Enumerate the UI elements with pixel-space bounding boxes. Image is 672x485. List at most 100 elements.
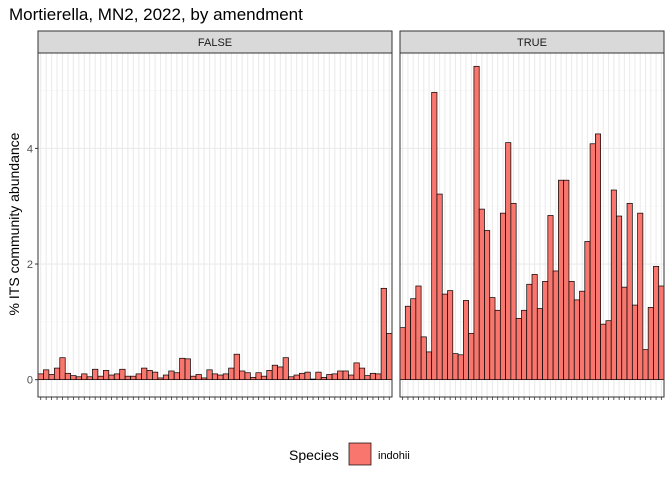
bar	[473, 65, 480, 381]
bar	[48, 374, 55, 381]
bar	[293, 374, 300, 381]
bar	[266, 370, 273, 381]
panel-true: TRUE	[399, 30, 665, 400]
bar	[146, 370, 153, 381]
bar	[64, 372, 72, 381]
panel-false: FALSE	[37, 30, 393, 400]
bar	[499, 212, 506, 381]
bar	[463, 300, 469, 381]
legend-key-indohii	[348, 442, 372, 466]
bar	[426, 351, 433, 381]
bar	[616, 215, 623, 381]
bar	[201, 377, 208, 381]
bar	[184, 358, 191, 381]
bar	[468, 333, 475, 381]
bar	[542, 281, 549, 381]
bar	[579, 290, 586, 381]
bar	[637, 212, 644, 381]
y-tick-label: 4	[27, 143, 33, 155]
bar	[315, 371, 322, 381]
bar	[489, 297, 496, 381]
bar	[326, 374, 333, 381]
chart-title: Mortierella, MN2, 2022, by amendment	[9, 5, 303, 24]
bar	[130, 375, 137, 381]
facet-strip	[399, 30, 665, 54]
legend-label-indohii: indohii	[378, 450, 410, 462]
bar	[173, 372, 180, 381]
bar	[375, 373, 382, 381]
y-tick-label: 0	[27, 375, 33, 387]
bar	[631, 304, 638, 381]
bar	[386, 333, 393, 381]
bar	[141, 367, 148, 381]
bar	[97, 375, 104, 381]
bar	[658, 285, 665, 381]
bar	[250, 376, 257, 381]
bar	[70, 375, 77, 381]
bar	[563, 179, 570, 381]
bar	[331, 373, 338, 381]
bar	[124, 375, 131, 381]
bar	[478, 208, 485, 381]
bar	[86, 376, 93, 381]
bar	[135, 373, 142, 381]
bar	[358, 367, 366, 381]
bar	[647, 307, 654, 381]
bar	[277, 366, 284, 381]
bar	[515, 318, 522, 381]
bar	[75, 376, 82, 381]
bar	[600, 323, 607, 381]
bar	[626, 202, 633, 381]
bar	[304, 371, 311, 381]
bar	[119, 368, 126, 381]
bar	[103, 370, 110, 381]
bar	[420, 336, 427, 381]
bar	[431, 91, 438, 381]
bar	[404, 305, 411, 381]
bar	[568, 281, 575, 381]
bar	[399, 327, 406, 381]
bar	[653, 265, 660, 381]
y-axis-label: % ITS community abundance	[6, 132, 22, 315]
bar	[521, 309, 528, 381]
bar	[53, 367, 61, 381]
bar	[337, 370, 344, 381]
bar	[353, 362, 360, 381]
bar	[558, 179, 565, 381]
bar	[195, 374, 202, 381]
bar	[211, 373, 219, 381]
y-tick-label: 2	[27, 259, 33, 271]
bar	[288, 376, 295, 381]
facet-strip-label: TRUE	[517, 37, 547, 49]
bar	[526, 283, 533, 381]
bar	[168, 370, 175, 381]
bar	[573, 299, 580, 381]
bar	[309, 378, 317, 381]
bar	[621, 286, 628, 381]
bar	[43, 369, 50, 381]
bar	[152, 371, 159, 381]
bar	[108, 374, 115, 381]
bar	[162, 374, 170, 381]
bar	[255, 372, 262, 381]
bar	[239, 370, 246, 381]
facet-strip	[37, 30, 393, 54]
bar	[457, 354, 464, 381]
bar	[92, 368, 99, 381]
bar	[436, 193, 443, 381]
bar	[348, 374, 355, 381]
bar	[37, 373, 44, 381]
bar	[369, 372, 377, 381]
legend: Species indohii	[289, 442, 410, 466]
bar	[244, 372, 251, 381]
bar	[484, 230, 491, 381]
bar	[505, 142, 512, 381]
bar	[320, 376, 327, 381]
bar	[610, 189, 617, 381]
bar	[233, 353, 240, 381]
bar	[190, 375, 197, 381]
bar	[410, 298, 417, 381]
bar	[179, 357, 186, 381]
